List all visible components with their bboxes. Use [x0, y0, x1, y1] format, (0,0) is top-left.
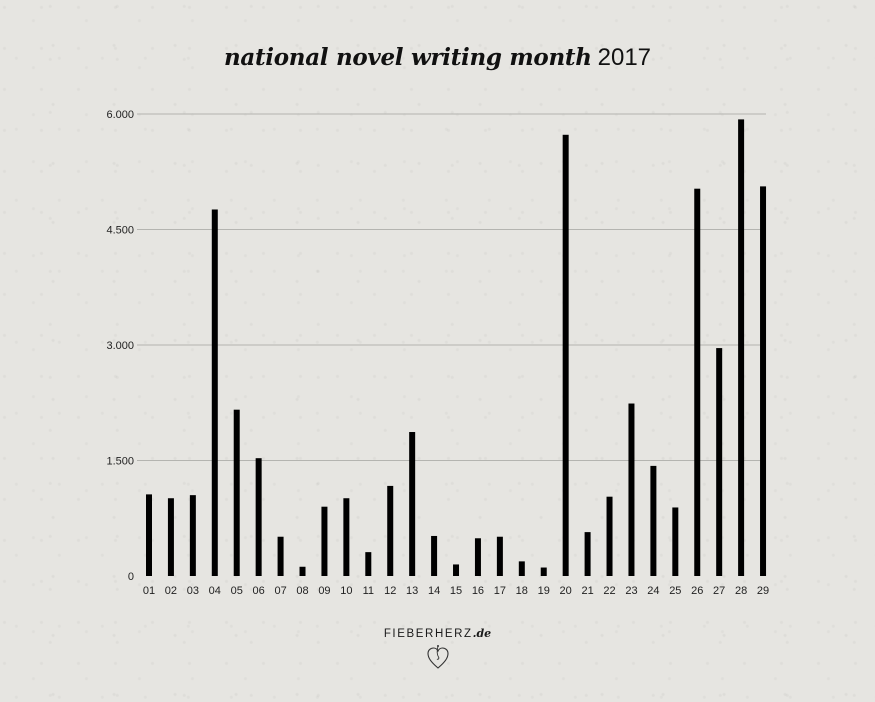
x-tick-label: 17 [494, 585, 506, 597]
x-tick-label: 26 [691, 585, 703, 597]
x-tick-label: 12 [384, 585, 396, 597]
x-tick-label: 25 [669, 585, 681, 597]
x-tick-label: 18 [516, 585, 528, 597]
x-tick-label: 20 [560, 585, 572, 597]
chart-title-year: 2017 [597, 44, 652, 71]
bar [496, 536, 503, 576]
x-tick-label: 05 [231, 585, 243, 597]
x-tick-label: 11 [363, 585, 374, 597]
x-tick-label: 24 [647, 585, 659, 597]
x-tick-label: 10 [340, 585, 352, 597]
x-tick-label: 08 [296, 585, 308, 597]
y-tick-label: 4.500 [106, 225, 134, 237]
y-tick-label: 0 [128, 571, 134, 583]
heart-icon [427, 645, 449, 669]
x-tick-label: 14 [428, 585, 440, 597]
y-tick-label: 3.000 [106, 340, 134, 352]
x-tick-label: 01 [143, 585, 155, 597]
bar [387, 485, 394, 576]
x-tick-label: 29 [757, 585, 769, 597]
chart-title-main: national novel writing month [223, 44, 592, 71]
watermark-brand: FIEBERHERZ [383, 628, 473, 640]
bar [562, 134, 569, 577]
x-tick-label: 21 [581, 585, 593, 597]
bar [233, 409, 240, 576]
bar [650, 465, 657, 576]
bar [189, 495, 196, 576]
bar [694, 188, 701, 576]
bar-chart: 0 1.500 3.000 4.500 6.000 01 02 03 04 05 06 07 08 09 1… [106, 109, 769, 597]
bar [277, 536, 284, 576]
bar [167, 498, 174, 576]
y-tick-label: 1.500 [106, 456, 134, 468]
x-tick-label: 19 [538, 585, 550, 597]
x-tick-label: 06 [253, 585, 265, 597]
x-tick-label: 07 [274, 585, 286, 597]
bar [321, 506, 328, 576]
x-tick-label: 04 [209, 585, 221, 597]
watermark-suffix: .de [472, 627, 492, 640]
bar [738, 119, 745, 576]
bar [760, 186, 767, 576]
bar [146, 494, 152, 576]
bar [255, 458, 262, 576]
bar [431, 535, 438, 576]
x-tick-label: 28 [735, 585, 747, 597]
watermark: FIEBERHERZ.de [0, 624, 875, 642]
bar [409, 432, 416, 576]
bar [343, 498, 350, 576]
chart-title: national novel writing month 2017 [0, 44, 875, 72]
bar [474, 538, 481, 576]
x-tick-label: 23 [625, 585, 637, 597]
bar [716, 348, 723, 576]
x-tick-label: 09 [318, 585, 330, 597]
x-tick-label: 27 [713, 585, 725, 597]
bar [584, 532, 591, 576]
bar [211, 209, 218, 577]
bar [365, 552, 372, 576]
bar [540, 567, 547, 576]
bar [518, 561, 525, 576]
bar [299, 566, 306, 576]
bar [628, 403, 635, 576]
x-tick-label: 03 [187, 585, 199, 597]
bar [453, 564, 460, 576]
x-tick-label: 22 [603, 585, 615, 597]
bar [672, 507, 679, 576]
bar [606, 496, 613, 576]
y-tick-label: 6.000 [106, 109, 134, 121]
x-tick-label: 13 [406, 585, 418, 597]
x-tick-label: 15 [450, 585, 462, 597]
x-tick-label: 16 [472, 585, 484, 597]
x-tick-label: 02 [165, 585, 177, 597]
